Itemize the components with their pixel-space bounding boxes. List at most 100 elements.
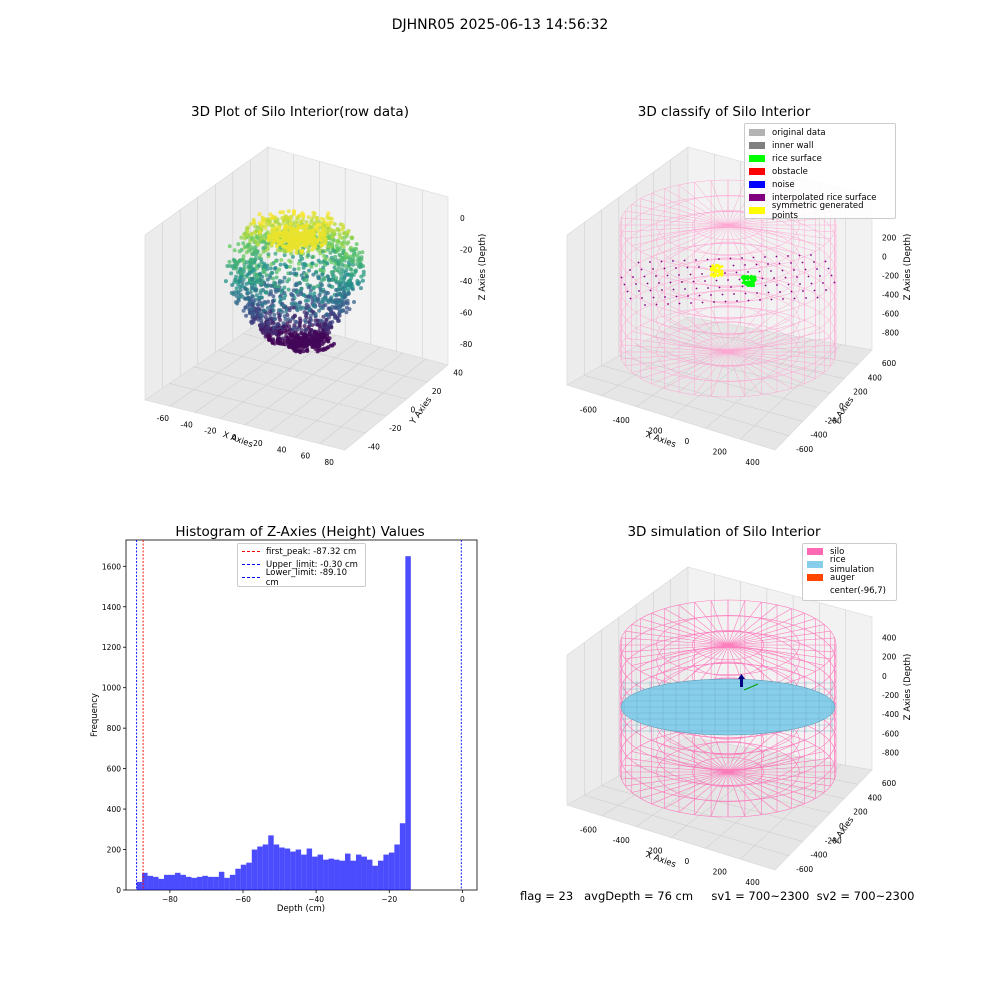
data-point [296,342,301,346]
data-point [320,335,325,340]
data-point [311,242,316,247]
data-point [243,244,248,249]
data-point [297,239,302,244]
data-point [277,337,282,342]
data-point [259,318,264,322]
data-point [324,228,329,233]
data-point [258,291,263,295]
data-point [265,263,270,268]
data-point [280,230,285,235]
histogram-bar [268,835,274,890]
data-point [234,261,239,266]
data-point [338,253,343,257]
silo-spoke [640,198,729,226]
auger-marker [740,677,743,687]
data-point [271,282,276,287]
data-point [318,237,323,242]
data-point [313,237,318,242]
data-point [249,247,253,252]
silo-spoke [621,764,729,773]
data-point [300,341,305,346]
data-point [324,298,329,303]
data-point [298,318,303,323]
interpolated-point [675,267,677,269]
data-point [360,250,365,255]
silo-spoke [651,644,729,678]
data-point [330,235,335,240]
interpolated-point [664,296,666,298]
z-tick-label: -80 [460,340,472,349]
symmetric-point [713,266,717,269]
data-point [319,336,324,341]
data-point [278,241,283,246]
data-point [298,232,303,237]
data-point [256,264,261,269]
data-point [290,333,295,338]
data-point [282,229,286,234]
data-point [272,235,277,240]
silo-ring [692,225,764,256]
silo-spoke [727,644,762,688]
data-point [312,330,317,335]
data-point [246,296,251,300]
data-point [344,233,349,238]
silo-ring [692,321,764,352]
data-point [288,341,293,346]
data-point [240,257,245,262]
data-point [305,341,310,346]
data-point [333,249,338,254]
y-tick-label: 20 [432,387,442,396]
data-point [301,224,306,229]
histogram-bar [191,877,197,890]
data-point [324,290,329,295]
histogram-bar [355,854,362,890]
data-point [324,325,329,330]
data-point [259,228,264,232]
silo-ring [656,242,800,303]
data-point [265,319,270,324]
data-point [266,254,271,259]
data-point [325,312,330,317]
data-point [225,264,230,268]
data-point [298,337,303,342]
data-point [275,237,280,242]
data-point [291,233,296,238]
silo-spoke [727,351,746,397]
data-point [345,283,350,288]
interpolated-point [649,289,652,292]
data-point [288,259,293,264]
y-tick-label: 600 [882,359,897,368]
data-point [296,235,301,240]
data-point [261,266,266,271]
data-point [301,340,306,345]
data-point [274,258,279,263]
data-point [252,281,257,285]
grid-line [618,355,817,408]
data-point [260,303,265,308]
data-point [289,236,294,241]
data-point [291,236,296,241]
data-point [285,336,290,341]
rice-surface-point [750,275,753,278]
data-point [238,275,243,280]
data-point [278,299,283,303]
data-point [347,283,352,288]
data-point [326,327,331,332]
symmetric-point [720,269,724,273]
data-point [307,294,312,299]
data-point [331,258,336,263]
data-point [259,260,264,265]
data-point [355,279,360,283]
data-point [335,292,340,297]
data-point [296,344,301,349]
data-point [339,302,344,307]
data-point [318,238,323,243]
data-point [261,222,266,227]
data-point [291,228,296,232]
data-point [256,277,261,282]
data-point [248,238,253,243]
data-point [301,239,306,244]
data-point [257,221,262,226]
data-point [268,232,273,237]
data-point [307,306,312,311]
